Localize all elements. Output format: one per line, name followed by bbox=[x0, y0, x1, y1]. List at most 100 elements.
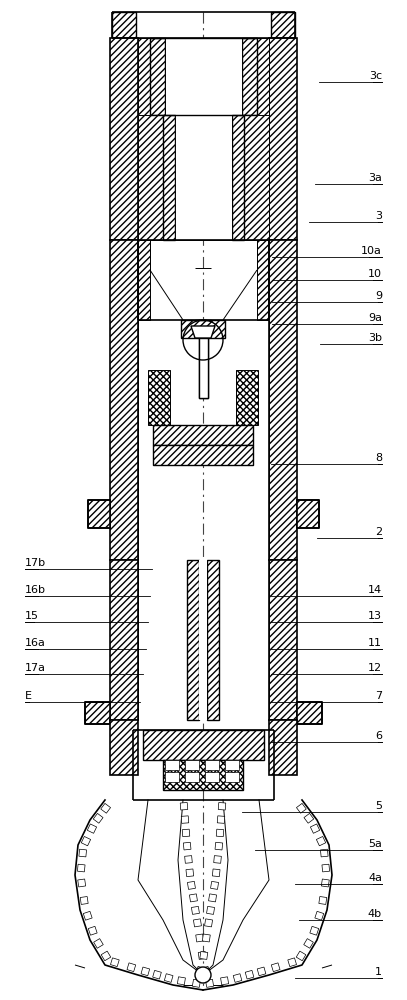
Text: 3a: 3a bbox=[368, 173, 382, 183]
Text: 16a: 16a bbox=[25, 638, 46, 648]
Polygon shape bbox=[153, 970, 161, 979]
Polygon shape bbox=[257, 967, 266, 976]
Text: 3c: 3c bbox=[369, 71, 382, 81]
Polygon shape bbox=[322, 864, 330, 872]
Polygon shape bbox=[216, 829, 224, 837]
Polygon shape bbox=[196, 966, 205, 975]
Polygon shape bbox=[77, 864, 85, 872]
Text: 5a: 5a bbox=[368, 839, 382, 849]
Polygon shape bbox=[196, 934, 204, 942]
Polygon shape bbox=[210, 881, 219, 889]
Polygon shape bbox=[83, 911, 92, 920]
Text: 1: 1 bbox=[375, 967, 382, 977]
Polygon shape bbox=[182, 829, 190, 837]
Polygon shape bbox=[88, 926, 97, 935]
Text: 13: 13 bbox=[368, 611, 382, 621]
Polygon shape bbox=[110, 958, 119, 967]
Bar bbox=[257, 38, 269, 115]
Text: 9a: 9a bbox=[368, 313, 382, 323]
Polygon shape bbox=[304, 813, 314, 823]
Polygon shape bbox=[193, 919, 201, 927]
Bar bbox=[143, 730, 264, 760]
Polygon shape bbox=[322, 879, 329, 887]
Bar bbox=[185, 772, 199, 782]
Text: 11: 11 bbox=[368, 638, 382, 648]
Bar bbox=[112, 12, 136, 38]
Bar bbox=[236, 370, 258, 425]
Polygon shape bbox=[212, 869, 220, 877]
Bar bbox=[163, 115, 175, 240]
Bar bbox=[138, 38, 150, 115]
Bar bbox=[225, 760, 239, 770]
Polygon shape bbox=[315, 911, 324, 920]
Polygon shape bbox=[310, 926, 319, 935]
Polygon shape bbox=[206, 979, 214, 987]
Bar bbox=[181, 320, 225, 338]
Bar bbox=[271, 12, 295, 38]
Bar bbox=[232, 115, 244, 240]
Bar bbox=[207, 560, 219, 720]
Bar bbox=[185, 760, 199, 770]
Text: 3: 3 bbox=[375, 211, 382, 221]
Polygon shape bbox=[288, 958, 297, 967]
Bar bbox=[85, 702, 110, 724]
Polygon shape bbox=[87, 824, 96, 833]
Text: 8: 8 bbox=[375, 453, 382, 463]
Bar bbox=[297, 702, 322, 724]
Bar bbox=[138, 240, 150, 320]
Bar bbox=[110, 560, 138, 720]
Polygon shape bbox=[202, 934, 210, 942]
Polygon shape bbox=[93, 813, 103, 823]
Polygon shape bbox=[208, 894, 217, 902]
Polygon shape bbox=[214, 856, 221, 863]
Bar bbox=[205, 760, 219, 770]
Text: 17a: 17a bbox=[25, 663, 46, 673]
Polygon shape bbox=[271, 963, 280, 972]
Polygon shape bbox=[141, 967, 150, 976]
Bar bbox=[153, 445, 253, 465]
Text: 16b: 16b bbox=[25, 585, 46, 595]
Polygon shape bbox=[296, 951, 306, 961]
Polygon shape bbox=[186, 869, 194, 877]
Text: E: E bbox=[25, 691, 32, 701]
Polygon shape bbox=[316, 836, 326, 846]
Text: 10a: 10a bbox=[361, 246, 382, 256]
Polygon shape bbox=[101, 951, 111, 961]
Bar bbox=[150, 38, 165, 115]
Bar bbox=[242, 38, 257, 115]
Text: 14: 14 bbox=[368, 585, 382, 595]
Text: 10: 10 bbox=[368, 269, 382, 279]
Polygon shape bbox=[187, 881, 195, 889]
Polygon shape bbox=[304, 939, 313, 948]
Polygon shape bbox=[80, 897, 88, 904]
Polygon shape bbox=[181, 816, 189, 823]
Polygon shape bbox=[164, 974, 173, 982]
Polygon shape bbox=[189, 894, 197, 902]
Bar bbox=[199, 560, 207, 720]
Bar bbox=[165, 772, 179, 782]
Polygon shape bbox=[218, 803, 226, 810]
Polygon shape bbox=[201, 966, 210, 975]
Circle shape bbox=[195, 967, 211, 983]
Bar bbox=[187, 560, 199, 720]
Text: 5: 5 bbox=[375, 801, 382, 811]
Text: 7: 7 bbox=[375, 691, 382, 701]
Polygon shape bbox=[79, 849, 87, 857]
Bar bbox=[269, 560, 297, 720]
Text: 3b: 3b bbox=[368, 333, 382, 343]
Text: 12: 12 bbox=[368, 663, 382, 673]
Polygon shape bbox=[183, 842, 191, 850]
Text: 6: 6 bbox=[375, 731, 382, 741]
Polygon shape bbox=[205, 919, 212, 927]
Bar bbox=[244, 115, 269, 240]
Bar bbox=[297, 500, 319, 528]
Polygon shape bbox=[78, 879, 85, 887]
Polygon shape bbox=[81, 836, 91, 846]
Bar bbox=[163, 760, 243, 790]
Text: 15: 15 bbox=[25, 611, 39, 621]
Text: 17b: 17b bbox=[25, 558, 46, 568]
Polygon shape bbox=[207, 906, 214, 914]
Bar bbox=[175, 115, 232, 240]
Polygon shape bbox=[221, 977, 229, 985]
Bar bbox=[269, 38, 297, 240]
